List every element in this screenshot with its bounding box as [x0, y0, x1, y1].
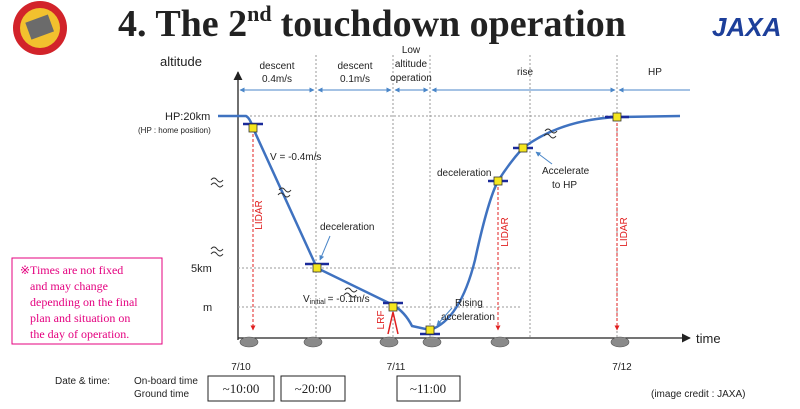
annotations: V = -0.4m/s deceleration Vinitial = -0.1m… — [270, 151, 590, 326]
schedule-label: Date & time: — [55, 376, 110, 387]
note-line: plan and situation on — [30, 311, 130, 325]
rock — [490, 336, 510, 348]
annotation: V = -0.4m/s — [270, 152, 321, 163]
time-value: ~20:00 — [295, 381, 332, 396]
spacecraft-markers — [243, 112, 629, 336]
note-line: ※Times are not fixed — [20, 263, 123, 277]
time-box — [396, 375, 461, 402]
date-label: 7/10 — [231, 362, 251, 373]
phase-label: 0.4m/s — [262, 74, 292, 85]
phase-label: rise — [517, 67, 534, 78]
marker — [388, 302, 398, 312]
image-credit: (image credit : JAXA) — [651, 389, 745, 400]
slide-title: 4. The 2nd touchdown operation — [118, 1, 626, 45]
time-box — [207, 375, 275, 402]
annotation: Rising — [455, 298, 483, 309]
title-sup: nd — [247, 1, 271, 26]
phase-labels: descent 0.4m/s descent 0.1m/s Low altitu… — [259, 45, 662, 85]
axis-break — [210, 246, 224, 257]
x-axis-label: time — [696, 331, 721, 346]
level-label: m — [203, 302, 212, 314]
phase-label: Low — [402, 45, 421, 56]
level-note: (HP : home position) — [138, 126, 211, 135]
annotation: deceleration — [437, 168, 491, 179]
note-line: and may change — [30, 279, 108, 293]
phase-label: operation — [390, 73, 432, 84]
marker — [493, 176, 503, 186]
sensor-label: LIDAR — [619, 217, 630, 246]
annotation: acceleration — [441, 312, 495, 323]
phase-label: 0.1m/s — [340, 74, 370, 85]
annotation: Vinitial = -0.1m/s — [303, 294, 370, 306]
jaxa-logo: JAXA — [712, 12, 781, 42]
y-axis-label: altitude — [160, 54, 202, 69]
annotation-arrow — [319, 235, 331, 261]
date-label: 7/11 — [387, 362, 406, 373]
sensor-beam — [387, 311, 399, 335]
curve-break — [543, 128, 558, 139]
rock — [422, 336, 442, 348]
annotation: Accelerate — [542, 166, 590, 177]
level-label: 5km — [191, 263, 212, 275]
mission-patch — [13, 1, 67, 55]
time-value: ~11:00 — [410, 381, 446, 396]
marker — [425, 325, 435, 335]
rock — [379, 336, 399, 348]
phase-label: descent — [337, 61, 372, 72]
phase-label: altitude — [395, 59, 428, 70]
phase-label: descent — [259, 61, 294, 72]
annotation-arrow — [436, 307, 453, 326]
ground-rocks — [239, 336, 630, 348]
annotation: deceleration — [320, 222, 374, 233]
rock — [303, 336, 323, 348]
marker — [248, 123, 258, 133]
curve-break — [277, 187, 292, 198]
annotation-part: V — [303, 294, 310, 305]
rock — [239, 336, 259, 348]
date-label: 7/12 — [612, 362, 632, 373]
note: ※Times are not fixed and may change depe… — [20, 263, 138, 341]
schedule-row: On-board time — [134, 376, 198, 387]
marker — [312, 263, 322, 273]
marker — [612, 112, 622, 122]
annotation-arrow — [535, 151, 553, 165]
level-label: HP:20km — [165, 111, 210, 123]
curve-break — [343, 287, 358, 298]
time-box — [280, 375, 346, 402]
trajectory — [218, 114, 681, 332]
axis-break — [210, 177, 224, 188]
schedule-row: Ground time — [134, 389, 189, 400]
annotation-sub: initial — [310, 299, 326, 306]
note-line: depending on the final — [30, 295, 138, 309]
title-main: 4. The 2 — [118, 3, 247, 45]
marker — [518, 143, 528, 153]
sensor-label: LIDAR — [254, 200, 265, 229]
time-value: ~10:00 — [223, 381, 260, 396]
phase-separators — [315, 55, 618, 338]
note-box — [11, 257, 163, 345]
sensor-label: LRF — [376, 311, 387, 330]
sensor-label: LIDAR — [500, 217, 511, 246]
phase-label: HP — [648, 67, 662, 78]
note-line: the day of operation. — [30, 327, 129, 341]
title-rest: touchdown operation — [281, 3, 626, 45]
annotation-part: = -0.1m/s — [328, 294, 370, 305]
rock — [610, 336, 630, 348]
annotation: to HP — [552, 180, 577, 191]
